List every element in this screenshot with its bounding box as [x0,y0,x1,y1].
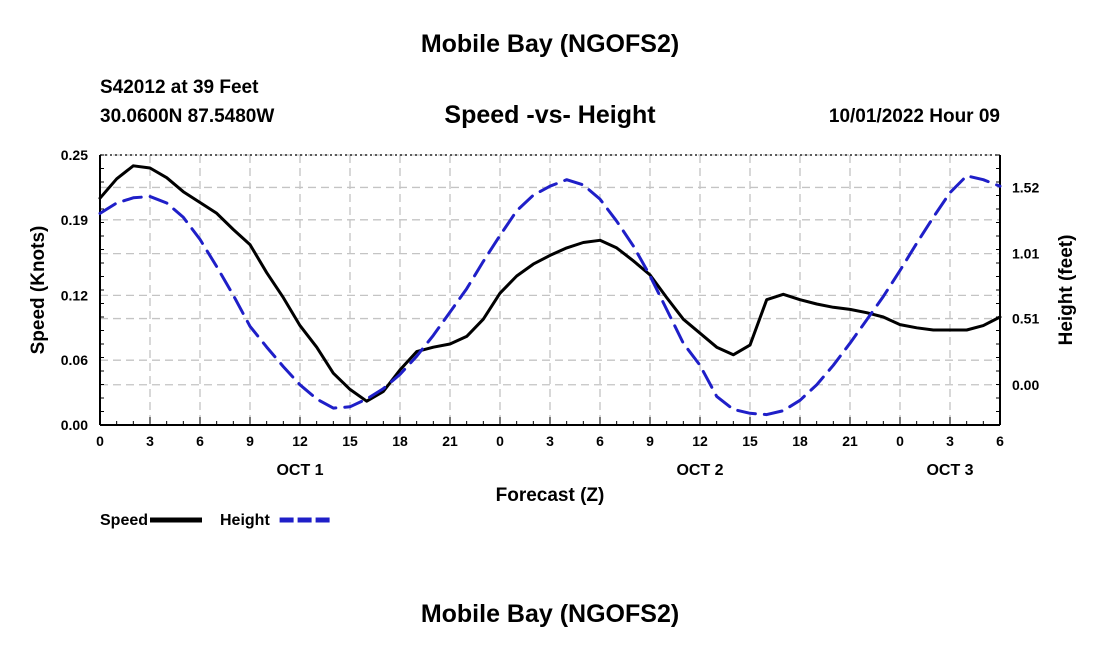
x-tick-label: 6 [196,433,204,449]
y2-tick-label: 1.52 [1012,179,1039,195]
y-axis-title: Speed (Knots) [28,226,49,355]
x-axis-title: Forecast (Z) [496,485,605,506]
station-label: S42012 at 39 Feet [100,77,259,98]
x-tick-label: 3 [946,433,954,449]
x-tick-label: 0 [96,433,104,449]
y-tick-label: 0.06 [61,352,88,368]
x-tick-label: 21 [442,433,458,449]
y2-axis-title: Height (feet) [1056,235,1077,346]
x-tick-label: 9 [646,433,654,449]
x-tick-label: 6 [596,433,604,449]
x-tick-label: 0 [496,433,504,449]
series-line-speed [98,164,1002,403]
page-title-repeat: Mobile Bay (NGOFS2) [420,600,680,628]
x-tick-label: 21 [842,433,858,449]
x-tick-label: 9 [246,433,254,449]
x-tick-label: 3 [546,433,554,449]
page-title: Mobile Bay (NGOFS2) [420,30,680,58]
chart-title: Speed -vs- Height [444,101,656,129]
forecast-datetime: 10/01/2022 Hour 09 [828,106,1000,127]
x-tick-label: 3 [146,433,154,449]
date-label: OCT 1 [276,462,323,479]
x-tick-label: 0 [896,433,904,449]
x-tick-label: 18 [792,433,808,449]
y2-tick-label: 1.01 [1012,246,1039,262]
x-tick-label: 18 [392,433,408,449]
x-tick-label: 15 [342,433,358,449]
x-tick-label: 12 [692,433,708,449]
y-tick-label: 0.25 [61,147,88,163]
series-line-height [98,174,1002,417]
y-tick-label: 0.19 [61,212,88,228]
y-tick-label: 0.12 [61,287,88,303]
x-tick-label: 12 [292,433,308,449]
x-tick-label: 15 [742,433,758,449]
legend-label-height: Height [220,512,270,529]
y2-tick-label: 0.00 [1012,377,1039,393]
y2-tick-label: 0.51 [1012,311,1039,327]
date-label: OCT 3 [926,462,973,479]
y-tick-label: 0.00 [61,417,88,433]
date-label: OCT 2 [676,462,723,479]
legend-label-speed: Speed [100,512,148,529]
coordinates-label: 30.0600N 87.5480W [100,106,275,127]
x-tick-label: 6 [996,433,1004,449]
